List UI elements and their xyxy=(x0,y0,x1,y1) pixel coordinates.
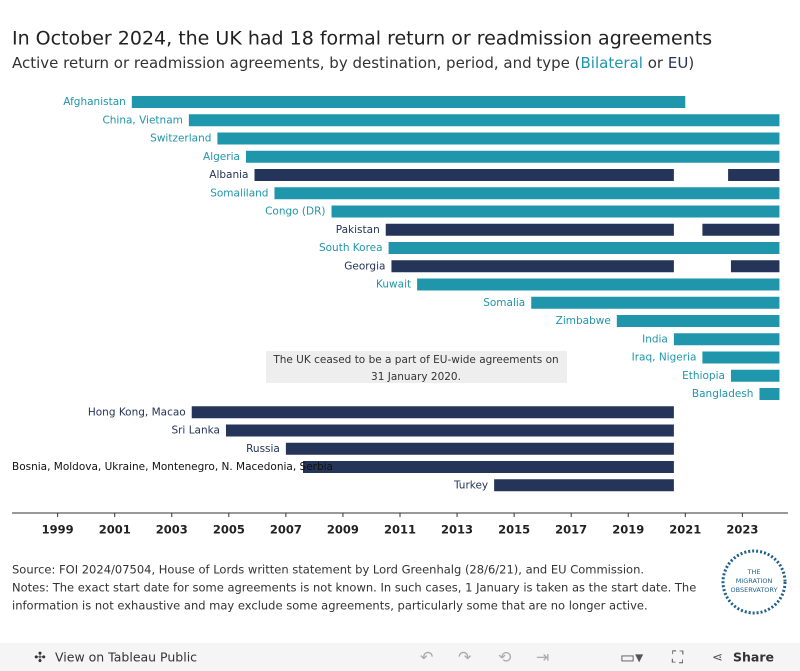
bar xyxy=(759,388,780,400)
redo[interactable]: ↷ xyxy=(458,648,472,667)
notes: information is not exhaustive and may ex… xyxy=(12,599,648,613)
bar xyxy=(730,369,780,382)
toolbar-icons: ↶ ↷ ⟲ ⇥ ▭▾ ⛶ xyxy=(420,648,684,667)
bar xyxy=(388,242,780,254)
row-label: Iraq, Nigeria xyxy=(632,352,697,364)
x-tick-label: 2001 xyxy=(99,523,131,537)
row-label: Sri Lanka xyxy=(171,425,220,437)
view-link[interactable]: View on Tableau Public xyxy=(55,650,197,665)
x-tick-label: 2009 xyxy=(327,523,359,537)
row-label: Somaliland xyxy=(210,187,268,199)
x-tick-label: 2015 xyxy=(498,523,530,537)
bar xyxy=(217,132,780,145)
fullscreen[interactable]: ⛶ xyxy=(672,648,684,667)
annotation-box xyxy=(266,351,567,383)
bar xyxy=(730,260,780,273)
row-label: China, Vietnam xyxy=(102,114,182,126)
share[interactable]: Share xyxy=(733,650,774,665)
row-label: Switzerland xyxy=(150,133,211,145)
legend-eu: EU xyxy=(668,54,688,72)
logo-text: OBSERVATORY xyxy=(731,586,778,594)
source: Source: FOI 2024/07504, House of Lords w… xyxy=(12,563,644,577)
download[interactable]: ▭▾ xyxy=(620,648,643,667)
bar xyxy=(494,479,674,492)
row-label: Zimbabwe xyxy=(556,315,611,327)
x-tick-label: 2007 xyxy=(270,523,302,537)
legend-bilateral: Bilateral xyxy=(581,54,643,72)
x-tick-label: 1999 xyxy=(42,523,74,537)
revert[interactable]: ⟲ xyxy=(498,648,512,667)
x-tick-label: 2017 xyxy=(555,523,587,537)
bar xyxy=(188,114,780,127)
row-label: Georgia xyxy=(344,260,385,272)
row-label: Hong Kong, Macao xyxy=(88,406,186,418)
row-label: Somalia xyxy=(483,297,525,309)
share-icon[interactable]: ⋖ xyxy=(712,651,723,666)
row-label: Albania xyxy=(209,169,248,181)
subtitle-text: Active return or readmission agreements,… xyxy=(12,54,581,72)
bar xyxy=(303,461,674,473)
row-label: Pakistan xyxy=(336,224,380,236)
row-label: Bangladesh xyxy=(692,388,754,400)
bar xyxy=(531,296,780,309)
annotation: The UK ceased to be a part of EU-wide ag… xyxy=(272,354,558,366)
bar xyxy=(225,424,674,437)
bar xyxy=(331,205,780,218)
bar xyxy=(131,96,686,108)
bar xyxy=(385,223,674,236)
bar xyxy=(285,442,674,455)
bar xyxy=(616,315,780,327)
row-label: Kuwait xyxy=(376,279,411,291)
row-label: Algeria xyxy=(203,151,240,163)
x-tick-label: 2003 xyxy=(156,523,188,537)
x-tick-label: 2019 xyxy=(612,523,644,537)
bar xyxy=(702,351,780,364)
annotation: 31 January 2020. xyxy=(371,371,461,383)
subtitle-text: ) xyxy=(688,54,694,72)
row-label: Afghanistan xyxy=(63,96,126,108)
logo-text: MIGRATION xyxy=(736,577,773,585)
chart-subtitle: Active return or readmission agreements,… xyxy=(12,54,694,72)
bar xyxy=(391,260,674,273)
row-label: Ethiopia xyxy=(682,370,725,382)
bar xyxy=(245,150,780,163)
bar xyxy=(702,223,780,236)
refresh[interactable]: ⇥ xyxy=(536,648,549,667)
bar xyxy=(274,187,780,200)
undo[interactable]: ↶ xyxy=(420,648,433,667)
row-label: Russia xyxy=(246,443,280,455)
row-label: India xyxy=(642,333,668,345)
tableau-icon[interactable]: ✣ xyxy=(34,650,46,666)
row-label: Bosnia, Moldova, Ukraine, Montenegro, N.… xyxy=(12,461,333,473)
row-label: Turkey xyxy=(453,479,488,491)
subtitle-text: or xyxy=(643,54,668,72)
x-tick-label: 2021 xyxy=(669,523,701,537)
chart-title: In October 2024, the UK had 18 formal re… xyxy=(12,28,712,50)
row-label: Congo (DR) xyxy=(265,206,325,218)
x-tick-label: 2013 xyxy=(441,523,473,537)
notes: Notes: The exact start date for some agr… xyxy=(12,581,696,595)
bar xyxy=(254,169,674,181)
toolbar xyxy=(0,643,800,671)
x-tick-label: 2023 xyxy=(726,523,758,537)
logo xyxy=(721,549,787,615)
x-tick-label: 2011 xyxy=(384,523,416,537)
logo-text: THE xyxy=(747,568,761,576)
bar xyxy=(191,406,674,419)
row-label: South Korea xyxy=(319,242,383,254)
bar xyxy=(417,278,780,291)
bar xyxy=(728,169,780,181)
bar xyxy=(673,333,780,346)
x-tick-label: 2005 xyxy=(213,523,245,537)
